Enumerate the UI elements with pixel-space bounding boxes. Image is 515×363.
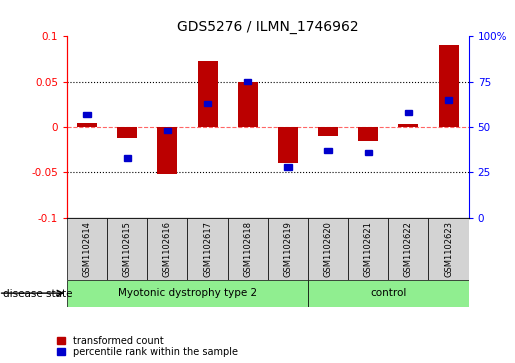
Bar: [439, 45, 459, 127]
Text: GSM1102616: GSM1102616: [163, 221, 172, 277]
Legend: transformed count, percentile rank within the sample: transformed count, percentile rank withi…: [56, 335, 239, 358]
Text: GSM1102623: GSM1102623: [444, 221, 453, 277]
Text: GSM1102621: GSM1102621: [364, 221, 373, 277]
Bar: [67, 218, 107, 280]
Text: GSM1102622: GSM1102622: [404, 221, 413, 277]
Bar: [77, 123, 97, 127]
Bar: [308, 280, 469, 307]
Bar: [284, 164, 291, 170]
Bar: [445, 97, 452, 102]
Text: GSM1102617: GSM1102617: [203, 221, 212, 277]
Bar: [308, 218, 348, 280]
Bar: [83, 112, 91, 117]
Bar: [278, 127, 298, 163]
Bar: [348, 218, 388, 280]
Bar: [164, 128, 171, 133]
Bar: [428, 218, 469, 280]
Bar: [365, 150, 372, 155]
Bar: [198, 61, 218, 127]
Bar: [399, 124, 419, 127]
Bar: [244, 79, 251, 84]
Bar: [228, 218, 268, 280]
Bar: [405, 110, 412, 115]
Bar: [324, 148, 332, 153]
Text: GSM1102620: GSM1102620: [323, 221, 333, 277]
Bar: [358, 127, 378, 141]
Text: GSM1102619: GSM1102619: [283, 221, 293, 277]
Text: disease state: disease state: [3, 289, 72, 299]
Bar: [67, 280, 308, 307]
Text: control: control: [370, 288, 406, 298]
Text: GSM1102615: GSM1102615: [123, 221, 132, 277]
Text: GSM1102618: GSM1102618: [243, 221, 252, 277]
Bar: [238, 82, 258, 127]
Bar: [268, 218, 308, 280]
Bar: [204, 101, 211, 106]
Bar: [318, 127, 338, 136]
Bar: [158, 127, 178, 174]
Bar: [187, 218, 228, 280]
Bar: [388, 218, 428, 280]
Text: GSM1102614: GSM1102614: [82, 221, 92, 277]
Text: Myotonic dystrophy type 2: Myotonic dystrophy type 2: [118, 288, 257, 298]
Bar: [124, 155, 131, 160]
Bar: [147, 218, 187, 280]
Bar: [107, 218, 147, 280]
Title: GDS5276 / ILMN_1746962: GDS5276 / ILMN_1746962: [177, 20, 358, 34]
Bar: [117, 127, 138, 138]
